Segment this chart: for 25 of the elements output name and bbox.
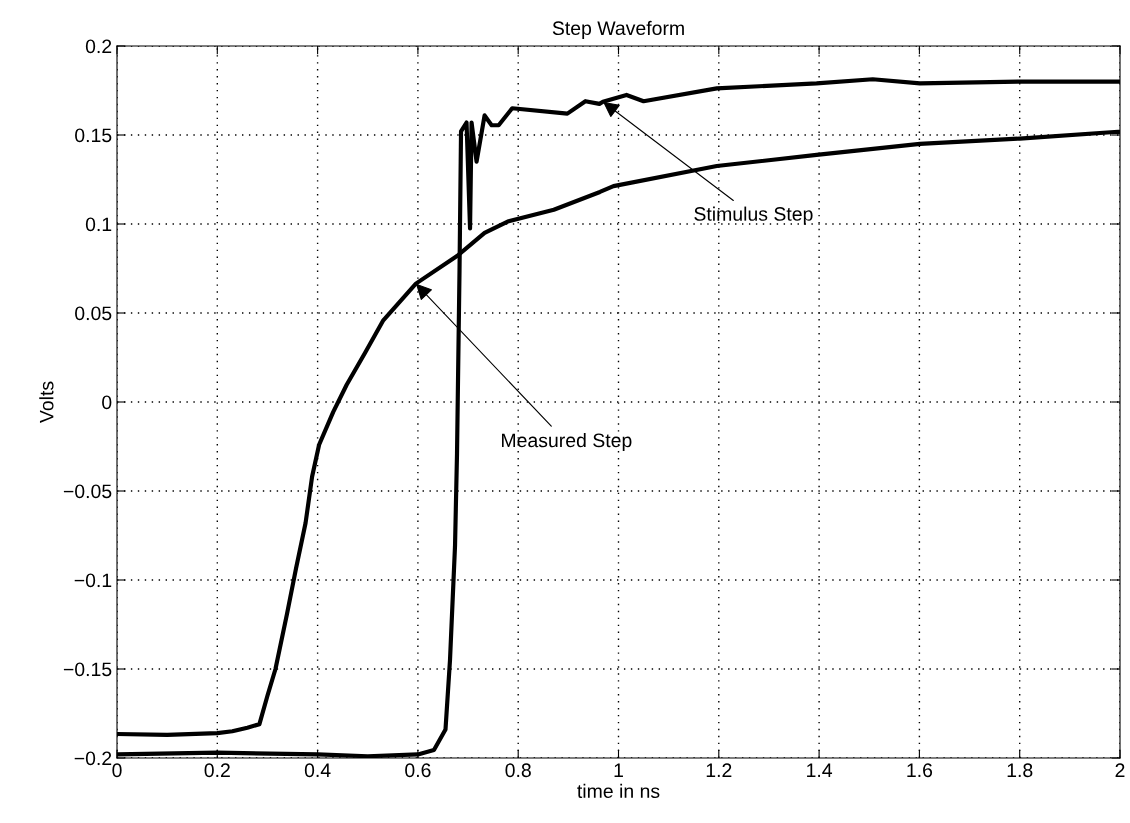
annotation: Measured Step (502, 432, 632, 452)
y-tick-label: −0.1 (74, 573, 112, 588)
x-tick-label: 0.6 (405, 763, 431, 778)
x-tick-label: 1.2 (706, 763, 732, 777)
x-tick-label: 0.2 (204, 763, 230, 778)
x-tick-label: 1.6 (907, 763, 933, 778)
y-tick-label: −0.15 (63, 662, 112, 677)
chart-title: Step Waveform (552, 20, 684, 39)
y-tick-label: 0.1 (85, 217, 112, 232)
x-axis-title: time in ns (577, 783, 660, 799)
annotation: Stimulus Step (694, 206, 813, 225)
y-tick-label: 0.15 (75, 128, 112, 143)
y-tick-label: 0.2 (85, 39, 112, 54)
y-tick-label: −0.05 (63, 484, 112, 499)
x-tick-label: 0 (112, 763, 122, 778)
x-tick-label: 1 (614, 763, 623, 777)
x-tick-label: 1.8 (1007, 763, 1033, 778)
x-tick-label: 0.8 (505, 763, 531, 778)
y-tick-label: −0.2 (74, 751, 112, 766)
y-tick-label: 0.05 (75, 306, 112, 321)
y-axis-title: Volts (39, 381, 54, 423)
x-tick-label: 2 (1115, 763, 1125, 777)
x-tick-label: 0.4 (304, 763, 331, 778)
y-tick-label: 0 (102, 395, 112, 410)
x-tick-label: 1.4 (807, 763, 833, 777)
